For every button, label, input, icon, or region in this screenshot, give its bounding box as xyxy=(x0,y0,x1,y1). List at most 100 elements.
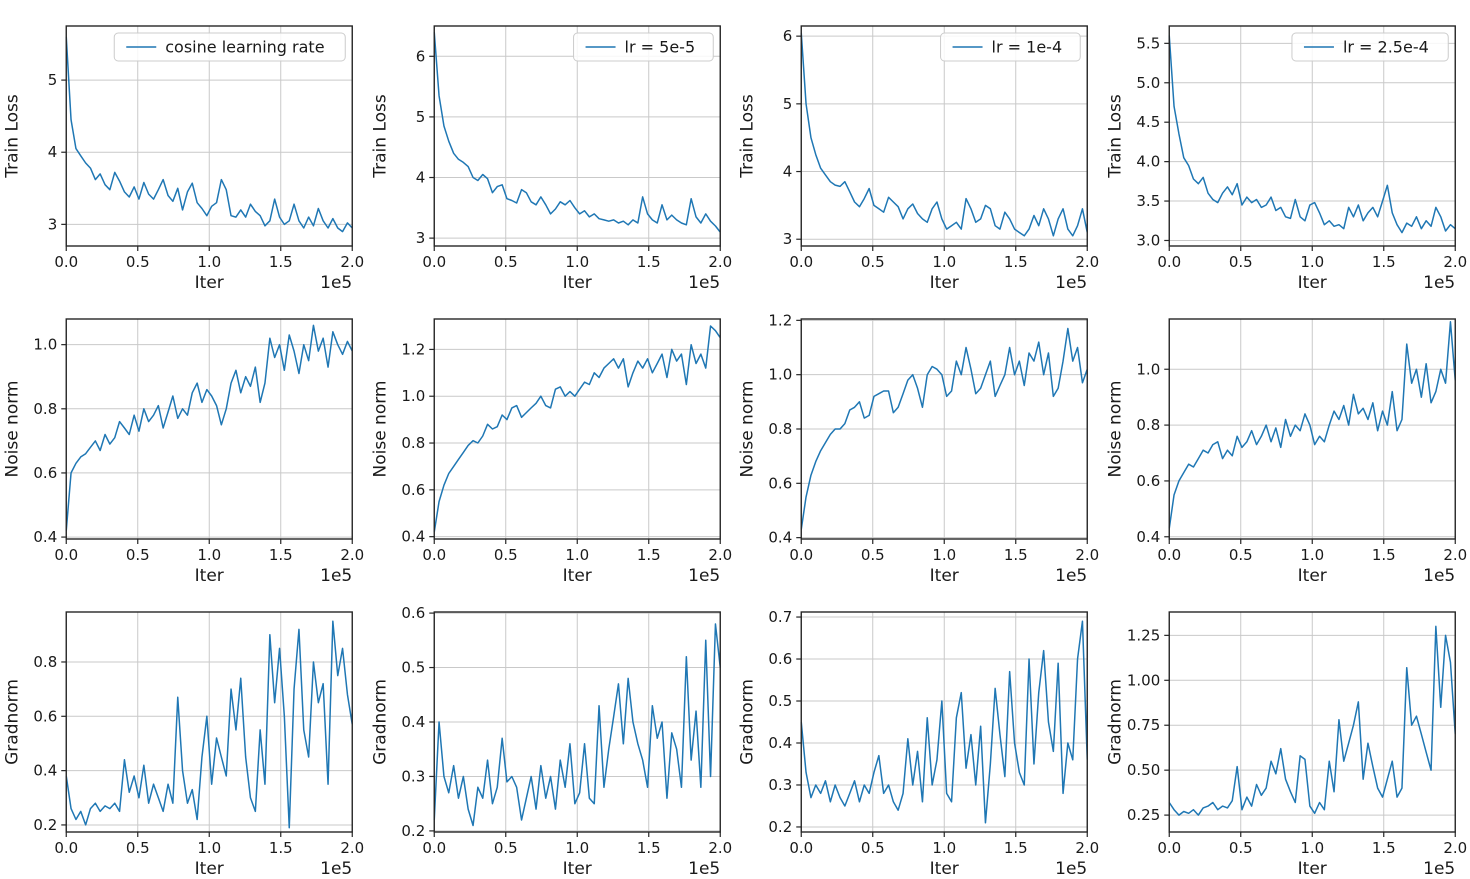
y-axis-label: Gradnorm xyxy=(2,679,22,765)
svg-text:0.5: 0.5 xyxy=(861,839,885,857)
subplot-noise-norm-lr25e4: 0.0 0.5 1.0 1.5 2.0 0.4 0.6 0.8 1.0 Iter 1e5 Noise … xyxy=(1105,318,1467,586)
svg-text:2.0: 2.0 xyxy=(1075,839,1099,857)
svg-text:1.2: 1.2 xyxy=(401,340,425,358)
data-line-train-loss-lr25e4 xyxy=(1168,35,1456,234)
tick-marks xyxy=(796,616,1088,837)
x-offset-label: 1e5 xyxy=(320,273,352,293)
x-axis-label: Iter xyxy=(562,566,591,586)
svg-text:5.0: 5.0 xyxy=(1136,74,1160,92)
svg-text:3: 3 xyxy=(415,229,425,247)
data-line-noise-norm-lr1e4 xyxy=(800,327,1088,530)
y-tick-labels: 0.4 0.6 0.8 1.0 1.2 xyxy=(401,340,425,545)
svg-text:1.0: 1.0 xyxy=(197,546,221,564)
x-axis-label: Iter xyxy=(562,859,591,879)
y-tick-labels: 0.25 0.50 0.75 1.00 1.25 xyxy=(1126,626,1159,824)
svg-text:1.25: 1.25 xyxy=(1126,626,1159,644)
subplot-cell-train-loss-lr5e5: 0.0 0.5 1.0 1.5 2.0 3 4 5 6 Iter 1e5 Train Loss lr =… xyxy=(368,0,736,293)
legend: lr = 1e-4 xyxy=(940,32,1081,62)
data-line-train-loss-lr1e4 xyxy=(800,32,1088,237)
svg-text:1.0: 1.0 xyxy=(197,839,221,857)
svg-text:0.5: 0.5 xyxy=(1228,253,1252,271)
svg-text:2.0: 2.0 xyxy=(708,253,732,271)
svg-text:0.6: 0.6 xyxy=(401,481,425,499)
svg-text:1.0: 1.0 xyxy=(932,253,956,271)
y-axis-label: Train Loss xyxy=(370,94,390,179)
x-tick-labels: 0.0 0.5 1.0 1.5 2.0 xyxy=(54,253,364,271)
svg-text:0.8: 0.8 xyxy=(1136,416,1160,434)
x-tick-labels: 0.0 0.5 1.0 1.5 2.0 xyxy=(54,546,364,564)
svg-text:0.5: 0.5 xyxy=(126,546,150,564)
svg-text:2.0: 2.0 xyxy=(708,839,732,857)
x-offset-label: 1e5 xyxy=(1055,273,1087,293)
y-tick-labels: 0.2 0.3 0.4 0.5 0.6 0.7 xyxy=(768,608,792,836)
svg-text:0.0: 0.0 xyxy=(54,546,78,564)
svg-text:5: 5 xyxy=(415,108,425,126)
svg-text:4: 4 xyxy=(415,169,425,187)
svg-text:2.0: 2.0 xyxy=(708,546,732,564)
subplot-noise-norm-lr1e4: 0.0 0.5 1.0 1.5 2.0 0.4 0.6 0.8 1.0 1.2 Iter 1e5 Noi… xyxy=(737,311,1099,586)
svg-text:1.5: 1.5 xyxy=(636,253,660,271)
y-tick-labels: 3 4 5 xyxy=(48,71,58,233)
svg-text:0.5: 0.5 xyxy=(861,546,885,564)
svg-text:0.8: 0.8 xyxy=(33,400,57,418)
x-axis-label: Iter xyxy=(930,859,959,879)
y-axis-label: Noise norm xyxy=(370,381,390,478)
grid-lines xyxy=(433,319,721,539)
svg-text:0.0: 0.0 xyxy=(1157,839,1181,857)
x-offset-label: 1e5 xyxy=(320,566,352,586)
y-axis-label: Gradnorm xyxy=(737,679,757,765)
data-line-noise-norm-cosine xyxy=(65,324,353,531)
svg-text:2.0: 2.0 xyxy=(1075,546,1099,564)
y-tick-labels: 0.2 0.4 0.6 0.8 xyxy=(33,653,57,834)
svg-text:0.2: 0.2 xyxy=(768,818,792,836)
svg-text:6: 6 xyxy=(415,47,425,65)
subplot-gradnorm-cosine: 0.0 0.5 1.0 1.5 2.0 0.2 0.4 0.6 0.8 Iter 1e5 Gradno… xyxy=(2,611,364,879)
svg-text:0.0: 0.0 xyxy=(422,839,446,857)
svg-text:4.0: 4.0 xyxy=(1136,153,1160,171)
subplot-cell-noise-norm-lr25e4: 0.0 0.5 1.0 1.5 2.0 0.4 0.6 0.8 1.0 Iter 1e5 Noise … xyxy=(1103,293,1470,586)
svg-text:2.0: 2.0 xyxy=(340,546,364,564)
subplot-train-loss-lr25e4: 0.0 0.5 1.0 1.5 2.0 3.0 3.5 4.0 4.5 5.0 5.5 Iter 1e5… xyxy=(1105,25,1467,293)
svg-text:2.0: 2.0 xyxy=(340,253,364,271)
svg-text:1.00: 1.00 xyxy=(1126,671,1159,689)
tick-marks xyxy=(796,319,1088,544)
svg-text:0.8: 0.8 xyxy=(33,653,57,671)
svg-text:0.5: 0.5 xyxy=(1228,546,1252,564)
svg-text:1.0: 1.0 xyxy=(33,336,57,354)
legend-label: lr = 5e-5 xyxy=(624,38,695,57)
subplot-cell-noise-norm-cosine: 0.0 0.5 1.0 1.5 2.0 0.4 0.6 0.8 1.0 Iter 1e5 Noise … xyxy=(0,293,368,586)
x-axis-label: Iter xyxy=(930,566,959,586)
x-offset-label: 1e5 xyxy=(1423,273,1455,293)
subplot-cell-gradnorm-cosine: 0.0 0.5 1.0 1.5 2.0 0.2 0.4 0.6 0.8 Iter 1e5 Gradno… xyxy=(0,586,368,879)
data-line-noise-norm-lr5e5 xyxy=(433,325,721,533)
svg-text:1.0: 1.0 xyxy=(1300,839,1324,857)
y-tick-labels: 0.4 0.6 0.8 1.0 1.2 xyxy=(768,311,792,546)
svg-text:1.0: 1.0 xyxy=(932,546,956,564)
svg-text:0.5: 0.5 xyxy=(1228,839,1252,857)
svg-text:5: 5 xyxy=(48,71,58,89)
svg-text:0.4: 0.4 xyxy=(33,528,57,546)
svg-text:3: 3 xyxy=(48,215,58,233)
svg-text:0.6: 0.6 xyxy=(33,464,57,482)
x-tick-labels: 0.0 0.5 1.0 1.5 2.0 xyxy=(789,546,1099,564)
y-tick-labels: 0.2 0.3 0.4 0.5 0.6 xyxy=(401,604,425,840)
y-axis-label: Noise norm xyxy=(737,381,757,478)
svg-text:0.6: 0.6 xyxy=(768,474,792,492)
svg-text:3.5: 3.5 xyxy=(1136,192,1160,210)
svg-text:0.0: 0.0 xyxy=(789,546,813,564)
tick-marks xyxy=(61,344,353,544)
tick-marks xyxy=(61,661,353,837)
svg-text:0.50: 0.50 xyxy=(1126,761,1159,779)
svg-text:1.0: 1.0 xyxy=(565,546,589,564)
svg-text:6: 6 xyxy=(783,27,793,45)
svg-text:1.5: 1.5 xyxy=(269,839,293,857)
tick-marks xyxy=(428,55,721,251)
x-tick-labels: 0.0 0.5 1.0 1.5 2.0 xyxy=(54,839,364,857)
x-offset-label: 1e5 xyxy=(1055,859,1087,879)
svg-text:0.2: 0.2 xyxy=(401,822,425,840)
legend: lr = 5e-5 xyxy=(572,32,714,62)
tick-marks xyxy=(796,35,1088,251)
svg-text:5.5: 5.5 xyxy=(1136,34,1160,52)
svg-text:1.5: 1.5 xyxy=(636,546,660,564)
y-axis-label: Gradnorm xyxy=(1105,679,1125,765)
